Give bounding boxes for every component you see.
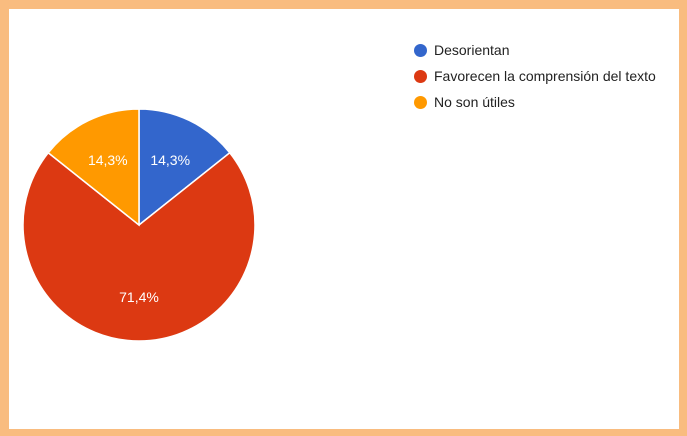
legend-item-0[interactable]: Desorientan <box>414 37 656 63</box>
legend: Desorientan Favorecen la comprensión del … <box>414 37 656 115</box>
legend-label-0: Desorientan <box>434 42 510 58</box>
pie-slice-0 <box>138 108 231 227</box>
pie-slice-label-1: 71,4% <box>119 289 159 305</box>
pie-slice-label-0: 14,3% <box>150 152 190 168</box>
pie-slice-1 <box>22 151 256 342</box>
legend-swatch-0 <box>414 43 427 57</box>
pie-slice-label-2: 14,3% <box>88 152 128 168</box>
legend-item-2[interactable]: No son útiles <box>414 89 656 115</box>
legend-swatch-2 <box>414 95 427 109</box>
legend-label-2: No son útiles <box>434 94 515 110</box>
legend-item-1[interactable]: Favorecen la comprensión del texto <box>414 63 656 89</box>
legend-swatch-1 <box>414 69 427 83</box>
legend-label-1: Favorecen la comprensión del texto <box>434 68 656 84</box>
pie-slice-2 <box>47 108 140 227</box>
pie-chart: 14,3% 71,4% 14,3% <box>22 108 256 342</box>
chart-panel: 14,3% 71,4% 14,3% Desorientan Favorecen la … <box>9 9 679 429</box>
